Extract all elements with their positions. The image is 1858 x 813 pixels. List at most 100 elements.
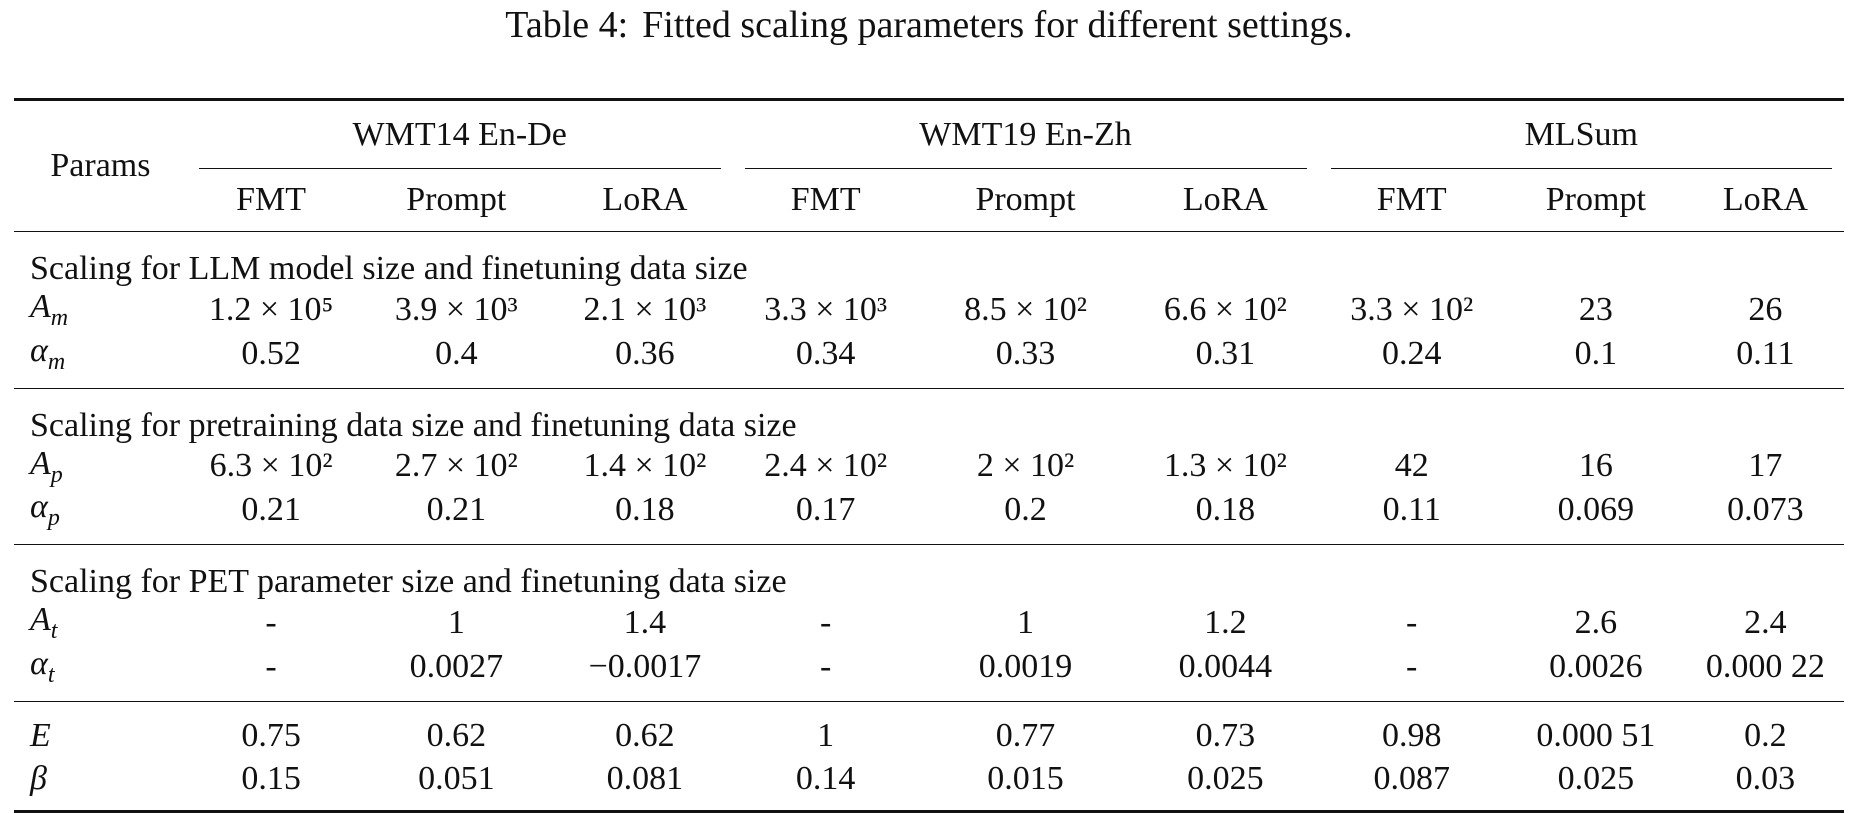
section-title: Scaling for LLM model size and finetunin… [30,250,748,287]
table-cell: - [1318,644,1505,702]
symbol-subscript: m [47,348,66,375]
table-cell: 1.4 [623,604,667,642]
table-cell: 2.1 × 10³ [583,290,707,328]
table-cell: 26 [1748,290,1783,328]
table-cell: 3.9 × 10³ [394,290,518,328]
table-cell: 1.4 × 10² [583,447,707,485]
table-cell: 0.0027 [355,644,558,702]
table-cell: 42 [1394,447,1429,485]
table-cell: 0.31 [1132,331,1319,389]
table-row: Ap 6.3 × 10² 2.7 × 10² 1.4 × 10² 2.4 × 10² 2 … [14,445,1844,489]
table-cell: 1.2 × 10⁵ [208,290,334,328]
symbol-base: A [30,288,51,325]
table-cell: 0.073 [1686,488,1844,546]
param-symbol: At [14,601,187,645]
method-header-row: FMT Prompt LoRA FMT Prompt LoRA FMT Prom… [14,169,1844,232]
symbol-base: α [30,331,48,369]
table-cell: 0.21 [355,488,558,546]
table-cell: 1 [447,604,465,642]
section-title: Scaling for pretraining data size and fi… [30,406,797,444]
table-cell: 0.087 [1318,757,1505,813]
table-cell: 0.03 [1686,757,1844,813]
table-cell: - [732,644,919,702]
params-header: Params [14,98,187,232]
table-row: αp 0.21 0.21 0.18 0.17 0.2 0.18 0.11 0.069 0.073 [14,488,1844,546]
table-cell: 0.36 [557,331,733,389]
symbol-base: α [30,644,48,682]
table-cell: 0.0026 [1504,644,1687,702]
table-cell: - [265,604,277,642]
table-cell: 0.4 [355,331,558,389]
table-cell: 6.3 × 10² [209,447,333,485]
table-cell: 0.025 [1132,757,1319,813]
table-caption: Table 4: Fitted scaling parameters for di… [0,2,1858,48]
table-cell: 17 [1748,447,1783,485]
table-cell: 0.2 [1744,716,1787,754]
param-symbol: β [14,757,187,813]
section-title: Scaling for PET parameter size and finet… [30,563,787,601]
table-cell: 2 × 10² [976,447,1075,485]
table-cell: 0.000 22 [1686,644,1844,702]
symbol-subscript: m [50,304,69,331]
method-header: LoRA [1132,169,1319,232]
table-cell: 0.015 [918,757,1133,813]
symbol-base: α [30,488,48,526]
table-cell: 2.6 [1574,604,1618,642]
symbol-base: A [30,601,51,639]
group-header-wmt14: WMT14 En-De [186,98,733,169]
symbol-subscript: p [47,505,60,532]
symbol-base: E [30,716,51,754]
table-cell: 0.98 [1381,716,1442,754]
table-cell: 2.4 [1744,604,1787,642]
symbol-base: β [30,759,47,797]
symbol-base: A [30,444,51,482]
method-header: FMT [732,169,919,232]
table-cell: −0.0017 [557,644,733,702]
method-header: LoRA [557,169,733,232]
table-cell: 0.081 [557,757,733,813]
table-cell: 0.0019 [918,644,1133,702]
table-cell: 0.21 [186,488,356,546]
table-cell: 0.069 [1504,488,1687,546]
param-symbol: Am [14,288,187,332]
method-header: FMT [186,169,356,232]
table-cell: 0.75 [241,716,301,754]
method-header: Prompt [355,169,558,232]
table-cell: 0.0044 [1132,644,1319,702]
table-cell: 1 [817,716,835,754]
table-cell: 2.7 × 10² [394,447,518,485]
table-row: αt -0.0027 −0.0017-0.0019 0.0044-0.0026 0.00… [14,644,1844,702]
param-symbol: αp [14,488,187,546]
symbol-subscript: t [47,661,55,688]
table-cell: - [186,644,356,702]
table-cell: 3.3 × 10³ [764,290,888,328]
table-cell: 1.2 [1204,604,1247,642]
table-cell: 0.73 [1195,716,1256,754]
table-cell: 0.2 [918,488,1133,546]
section-header-row: Scaling for pretraining data size and fi… [14,388,1844,445]
table-cell: 0.18 [557,488,733,546]
group-header-row: Params WMT14 En-De WMT19 En-Zh MLSum [14,98,1844,232]
table-cell: 0.77 [995,716,1056,754]
param-symbol: αt [14,644,187,702]
method-header: LoRA [1686,169,1844,232]
table-cell: 8.5 × 10² [964,290,1087,328]
table-cell: - [820,604,832,642]
group-label: WMT14 En-De [352,116,567,153]
table-cell: 0.52 [186,331,356,389]
table-cell: 16 [1578,447,1613,485]
table-cell: 0.62 [615,716,675,754]
table-cell: 0.14 [732,757,919,813]
table-cell: 6.6 × 10² [1163,290,1287,328]
scaling-parameters-table: Params WMT14 En-De WMT19 En-Zh MLSum FMT… [14,98,1844,813]
table-cell: 0.15 [186,757,356,813]
table-cell: 0.18 [1132,488,1319,546]
method-header: FMT [1318,169,1505,232]
group-label: MLSum [1524,116,1638,153]
table-cell: 3.3 × 10² [1350,290,1474,328]
section-header-row: Scaling for LLM model size and finetunin… [14,232,1844,289]
table-row: β 0.15 0.051 0.081 0.14 0.015 0.025 0.087 0.025 0… [14,757,1844,813]
table-cell: 0.33 [918,331,1133,389]
table-cell: 23 [1578,290,1613,328]
param-symbol: E [14,701,187,758]
